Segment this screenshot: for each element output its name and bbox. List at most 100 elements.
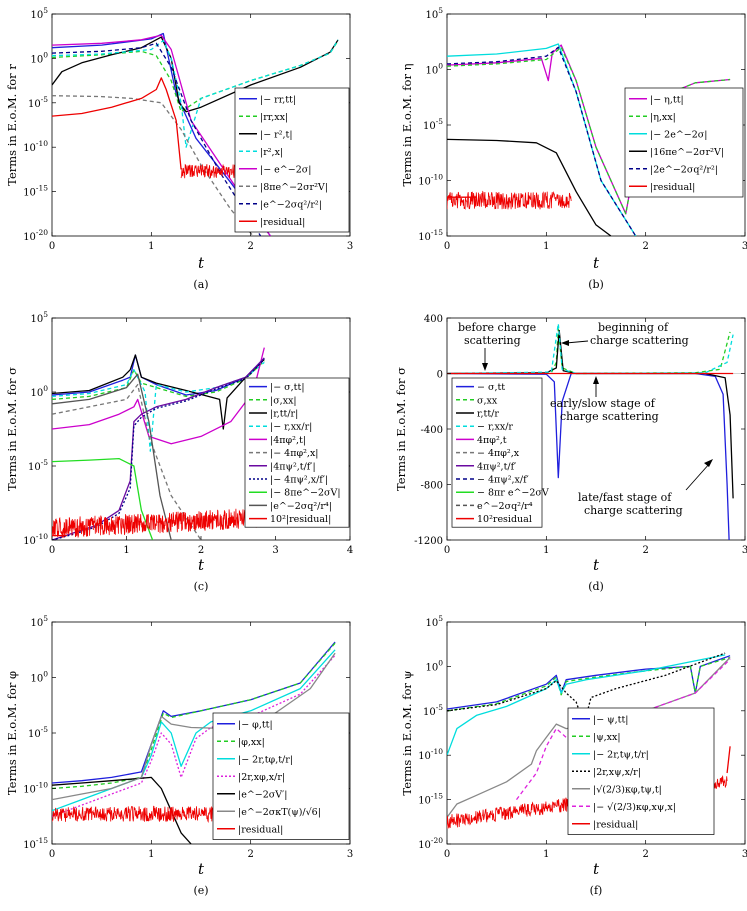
series-e-4 bbox=[52, 776, 192, 844]
panel-e-ylabel: Terms in E.o.M. for φ bbox=[5, 671, 19, 795]
legend-label-c-1: |σ,xx| bbox=[270, 395, 297, 406]
xtick-b-1: 1 bbox=[543, 241, 549, 252]
annotation-late-1: late/fast stage of bbox=[578, 491, 672, 504]
legend-label-b-4: |2e^−2σq²/r²| bbox=[650, 164, 718, 175]
series-c-1 bbox=[52, 360, 265, 401]
legend-label-a-3: |r²,x| bbox=[260, 147, 283, 158]
legend-label-a-6: |e^−2σq²/r²| bbox=[260, 199, 322, 210]
ytick-e-0: 10-15 bbox=[23, 836, 48, 851]
xtick-d-0: 0 bbox=[444, 545, 450, 556]
ytick-a-2: 10-10 bbox=[23, 139, 48, 154]
xtick-f-3: 3 bbox=[742, 849, 747, 860]
legend-label-f-3: |2r,xψ,x/r| bbox=[593, 767, 641, 778]
panel-c-ylabel: Terms in E.o.M. for σ bbox=[5, 367, 19, 491]
legend-label-c-0: |− σ,tt| bbox=[270, 382, 305, 393]
ytick-b-3: 100 bbox=[425, 62, 443, 77]
legend-label-e-6: |residual| bbox=[238, 824, 283, 835]
series-f-0 bbox=[447, 655, 731, 710]
ytick-f-1: 10-15 bbox=[418, 792, 443, 807]
xtick-a-1: 1 bbox=[148, 241, 154, 252]
series-f-1 bbox=[447, 656, 731, 712]
series-e-1 bbox=[52, 642, 336, 790]
series-f-6 bbox=[726, 746, 731, 774]
panel-b-xlabel: t bbox=[593, 254, 600, 272]
legend-label-f-0: |− ψ,tt| bbox=[593, 714, 629, 725]
legend-label-a-4: |− e^−2σ| bbox=[260, 164, 311, 175]
series-a-6 bbox=[52, 42, 262, 236]
series-a-7 bbox=[52, 77, 182, 170]
xtick-a-2: 2 bbox=[247, 241, 253, 252]
annotation-late-arrow bbox=[685, 462, 711, 491]
panel-a: 10-20 10-15 10-10 10-5 100 105 0 1 2 3 Terms in … bbox=[5, 6, 353, 291]
panel-b-legend: |− η,tt| |η,xx| |− 2e^−2σ| |16πe^−2σr²V| |2e… bbox=[624, 87, 744, 198]
panel-a-ylabel: Terms in E.o.M. for r bbox=[5, 64, 19, 186]
legend-label-e-5: |e^−2σκT(ψ)/√6| bbox=[238, 807, 321, 818]
ytick-b-0: 10-15 bbox=[418, 228, 443, 243]
panel-f-legend: |− ψ,tt| |ψ,xx| |− 2r,tψ,t/r| |2r,xψ,x/r| |√… bbox=[567, 707, 715, 835]
ytick-f-3: 10-5 bbox=[423, 703, 443, 718]
panel-e-xlabel: t bbox=[198, 860, 205, 878]
ytick-a-1: 10-15 bbox=[23, 184, 48, 199]
xtick-e-2: 2 bbox=[247, 849, 253, 860]
legend-box bbox=[624, 87, 744, 198]
xtick-b-3: 3 bbox=[742, 241, 747, 252]
annotation-early-1: early/slow stage of bbox=[550, 397, 656, 410]
series-c-2 bbox=[52, 354, 265, 430]
ytick-f-0: 10-20 bbox=[418, 836, 443, 851]
ytick-f-5: 105 bbox=[425, 614, 443, 629]
panel-a-caption: (a) bbox=[193, 278, 208, 291]
xtick-f-1: 1 bbox=[543, 849, 549, 860]
ytick-c-3: 105 bbox=[30, 310, 48, 325]
ytick-a-0: 10-20 bbox=[23, 228, 48, 243]
legend-label-d-3: − r,xx/r bbox=[477, 422, 513, 433]
legend-label-c-10: 10²|residual| bbox=[270, 514, 331, 525]
legend-label-a-2: |− r²,t| bbox=[260, 129, 293, 140]
xtick-c-4: 4 bbox=[347, 545, 353, 556]
ytick-b-2: 10-5 bbox=[423, 117, 443, 132]
ytick-d-1: -800 bbox=[421, 481, 443, 492]
legend-label-d-2: r,tt/r bbox=[477, 409, 499, 420]
legend-label-b-3: |16πe^−2σr²V| bbox=[650, 147, 724, 158]
panel-d-legend: − σ,tt σ,xx r,tt/r − r,xx/r 4πφ²,t − 4πφ²,x 4π… bbox=[451, 377, 549, 528]
annotation-beginning-1: beginning of bbox=[598, 321, 669, 334]
series-f-3 bbox=[447, 652, 726, 725]
legend-label-a-0: |− rr,tt| bbox=[260, 94, 296, 105]
ytick-c-1: 10-5 bbox=[28, 458, 48, 473]
legend-label-c-2: |r,tt/r| bbox=[270, 409, 298, 420]
legend-label-b-1: |η,xx| bbox=[650, 112, 676, 123]
xtick-f-2: 2 bbox=[642, 849, 648, 860]
ytick-d-4: 400 bbox=[424, 314, 443, 325]
ytick-c-0: 10-10 bbox=[23, 532, 48, 547]
panel-c: 10-10 10-5 100 105 0 1 2 3 4 Terms in E.o.M. fo… bbox=[5, 310, 353, 593]
legend-box bbox=[234, 87, 350, 233]
annotation-before-arrowhead bbox=[482, 363, 488, 371]
ytick-e-4: 105 bbox=[30, 614, 48, 629]
legend-label-e-1: |φ,xx| bbox=[238, 737, 265, 748]
annotation-late-arrowhead bbox=[704, 459, 713, 467]
series-a-7-noise bbox=[180, 163, 237, 179]
ytick-d-2: -400 bbox=[421, 425, 443, 436]
legend-label-d-10: 10²residual bbox=[477, 514, 532, 525]
series-c-8 bbox=[52, 457, 154, 540]
series-f-2 bbox=[447, 654, 726, 756]
ytick-b-1: 10-10 bbox=[418, 173, 443, 188]
legend-label-d-6: 4πψ²,t/f′ bbox=[477, 461, 516, 472]
annotation-early-2: charge scattering bbox=[560, 410, 659, 423]
panel-a-legend: |− rr,tt| |rr,xx| |− r²,t| |r²,x| |− e^−2σ| |… bbox=[234, 87, 350, 233]
panel-b: 10-15 10-10 10-5 100 105 0 1 2 3 Terms in E.o.M… bbox=[400, 6, 747, 291]
ytick-f-4: 100 bbox=[425, 658, 443, 673]
panel-f-xlabel: t bbox=[593, 860, 600, 878]
panel-e-legend: |− φ,tt| |φ,xx| |− 2r,tφ,t/r| |2r,xφ,x/r| |e… bbox=[212, 712, 350, 840]
legend-label-d-5: − 4πφ²,x bbox=[477, 448, 520, 459]
series-b-5-noise bbox=[447, 190, 572, 211]
annotation-beginning-2: charge scattering bbox=[590, 334, 689, 347]
legend-box bbox=[212, 712, 350, 840]
legend-box bbox=[244, 377, 350, 528]
xtick-d-2: 2 bbox=[642, 545, 648, 556]
annotation-beginning-arrow bbox=[565, 340, 589, 344]
annotation-late-2: charge scattering bbox=[584, 504, 683, 517]
panel-c-caption: (c) bbox=[194, 580, 209, 593]
legend-label-f-6: |residual| bbox=[593, 819, 638, 830]
legend-label-c-3: |− r,xx/r| bbox=[270, 422, 312, 433]
